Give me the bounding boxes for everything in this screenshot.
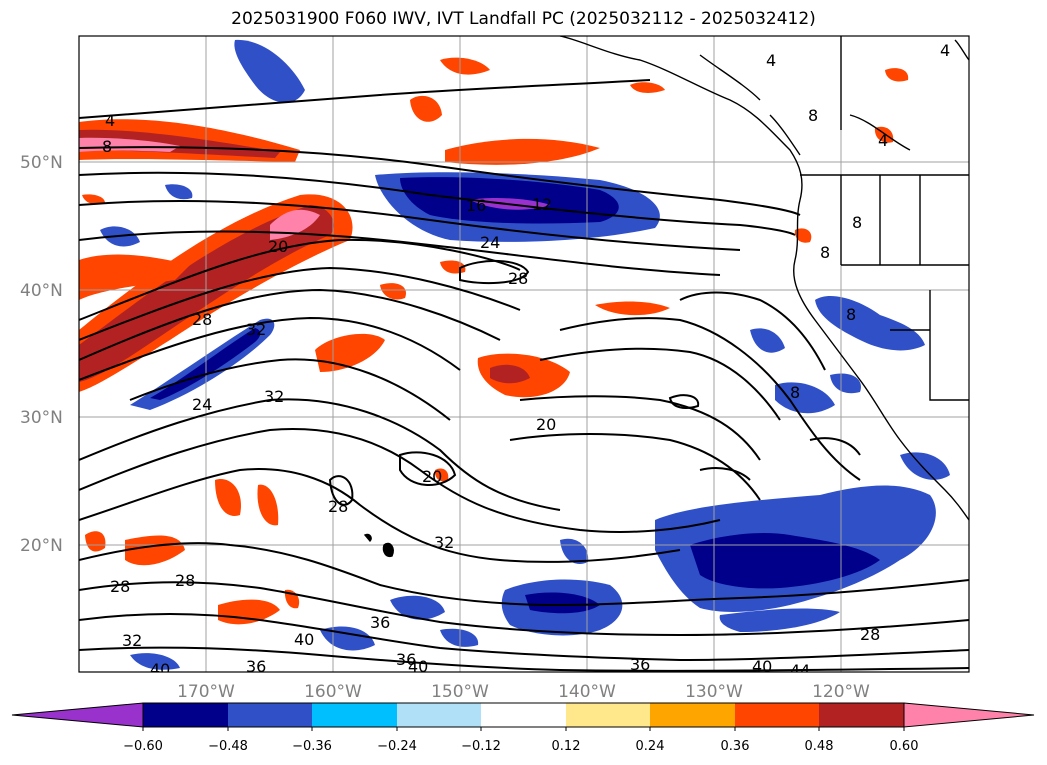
colorbar-tick: 0.48 (805, 739, 834, 754)
contour-label: 12 (532, 195, 552, 214)
contour-label: 20 (536, 415, 556, 434)
map-frame (78, 35, 970, 673)
colorbar-tick: −0.36 (292, 739, 332, 754)
contour-24 (79, 230, 721, 276)
contour-label: 28 (192, 310, 212, 329)
colorbar-min-arrow (11, 702, 144, 728)
lon-label-150w: 150°W (431, 682, 489, 702)
contour-labels: 4 8 4 8 4 8 8 8 8 4 16 12 20 24 28 28 32… (102, 41, 950, 680)
contour-16 (79, 171, 796, 236)
contour-label: 8 (852, 213, 862, 232)
contour-label: 16 (466, 196, 486, 215)
colorbar-swatch (312, 703, 397, 727)
contour-label: 20 (268, 237, 288, 256)
longitude-labels: 170°W 160°W 150°W 140°W 130°W 120°W (177, 682, 870, 702)
contour-36 (79, 542, 969, 607)
colorbar-swatch (228, 703, 312, 727)
coastlines (363, 36, 969, 558)
contour-label: 28 (860, 625, 880, 644)
contour-label: 32 (264, 387, 284, 406)
contour-label: 32 (246, 320, 266, 339)
contour-label: 40 (150, 660, 170, 679)
contour-label: 28 (328, 497, 348, 516)
lat-label-50n: 50°N (20, 153, 63, 173)
contour-label: 8 (820, 243, 830, 262)
contour-32 (79, 428, 721, 533)
contour-label: 24 (480, 233, 500, 252)
latitude-labels: 50°N 40°N 30°N 20°N (20, 153, 63, 556)
contour-label: 40 (408, 657, 428, 676)
lon-label-170w: 170°W (177, 682, 235, 702)
colorbar-tick: 0.24 (636, 739, 665, 754)
contour-44 (79, 646, 969, 672)
colorbar-tick: 0.60 (890, 739, 919, 754)
contour-label: 8 (808, 106, 818, 125)
contour-20 (79, 199, 741, 251)
contour-4 (79, 79, 651, 119)
contour-label: 32 (122, 631, 142, 650)
contour-8 (79, 146, 801, 216)
north-american-coastline (559, 36, 969, 521)
iwv-contours (79, 79, 969, 672)
colorbar-swatch (650, 703, 735, 727)
contour-label: 20 (422, 467, 442, 486)
contour-label: 28 (110, 577, 130, 596)
contour-label: 28 (508, 269, 528, 288)
lon-label-160w: 160°W (304, 682, 362, 702)
colorbar-tick: −0.48 (208, 739, 248, 754)
contour-label: 36 (396, 650, 416, 669)
contour-label: 4 (878, 131, 888, 150)
colorbar-swatch (819, 703, 904, 727)
contour-label: 4 (105, 111, 115, 130)
colorbar-max-arrow (903, 702, 1035, 728)
contour-28 (79, 238, 521, 321)
contour-label: 8 (102, 137, 112, 156)
colorbar-swatch (397, 703, 481, 727)
contour-label: 40 (294, 630, 314, 649)
colorbar-tick: −0.24 (377, 739, 417, 754)
contour-label: 44 (790, 661, 810, 680)
lon-label-140w: 140°W (558, 682, 616, 702)
contour-label: 36 (246, 657, 266, 676)
colorbar-tick: −0.60 (123, 739, 163, 754)
contour-label: 4 (940, 41, 950, 60)
lat-label-30n: 30°N (20, 408, 63, 428)
contour-label: 36 (370, 613, 390, 632)
colorbar-swatch (566, 703, 650, 727)
colorbar-swatch (143, 703, 228, 727)
colorbar-swatch (735, 703, 819, 727)
contour-label: 4 (766, 51, 776, 70)
contour-label: 40 (752, 657, 772, 676)
contour-label: 8 (790, 383, 800, 402)
lat-label-40n: 40°N (20, 281, 63, 301)
colorbar-tick: −0.12 (461, 739, 501, 754)
lon-label-120w: 120°W (812, 682, 870, 702)
contour-label: 32 (434, 533, 454, 552)
hawaiian-islands (382, 542, 394, 558)
colorbar-tick: 0.12 (552, 739, 581, 754)
colorbar-swatch (481, 703, 566, 727)
contour-label: 24 (192, 395, 212, 414)
lon-label-130w: 130°W (685, 682, 743, 702)
lat-label-20n: 20°N (20, 536, 63, 556)
contour-label: 36 (630, 655, 650, 674)
contour-label: 28 (175, 571, 195, 590)
colorbar-tick: 0.36 (721, 739, 750, 754)
colorbar: −0.60 −0.48 −0.36 −0.24 −0.12 0.12 0.24 … (11, 702, 1035, 754)
state-borders (840, 175, 969, 401)
contour-40 (79, 613, 969, 662)
map-title: 2025031900 F060 IWV, IVT Landfall PC (20… (231, 9, 816, 29)
contour-label: 8 (846, 305, 856, 324)
